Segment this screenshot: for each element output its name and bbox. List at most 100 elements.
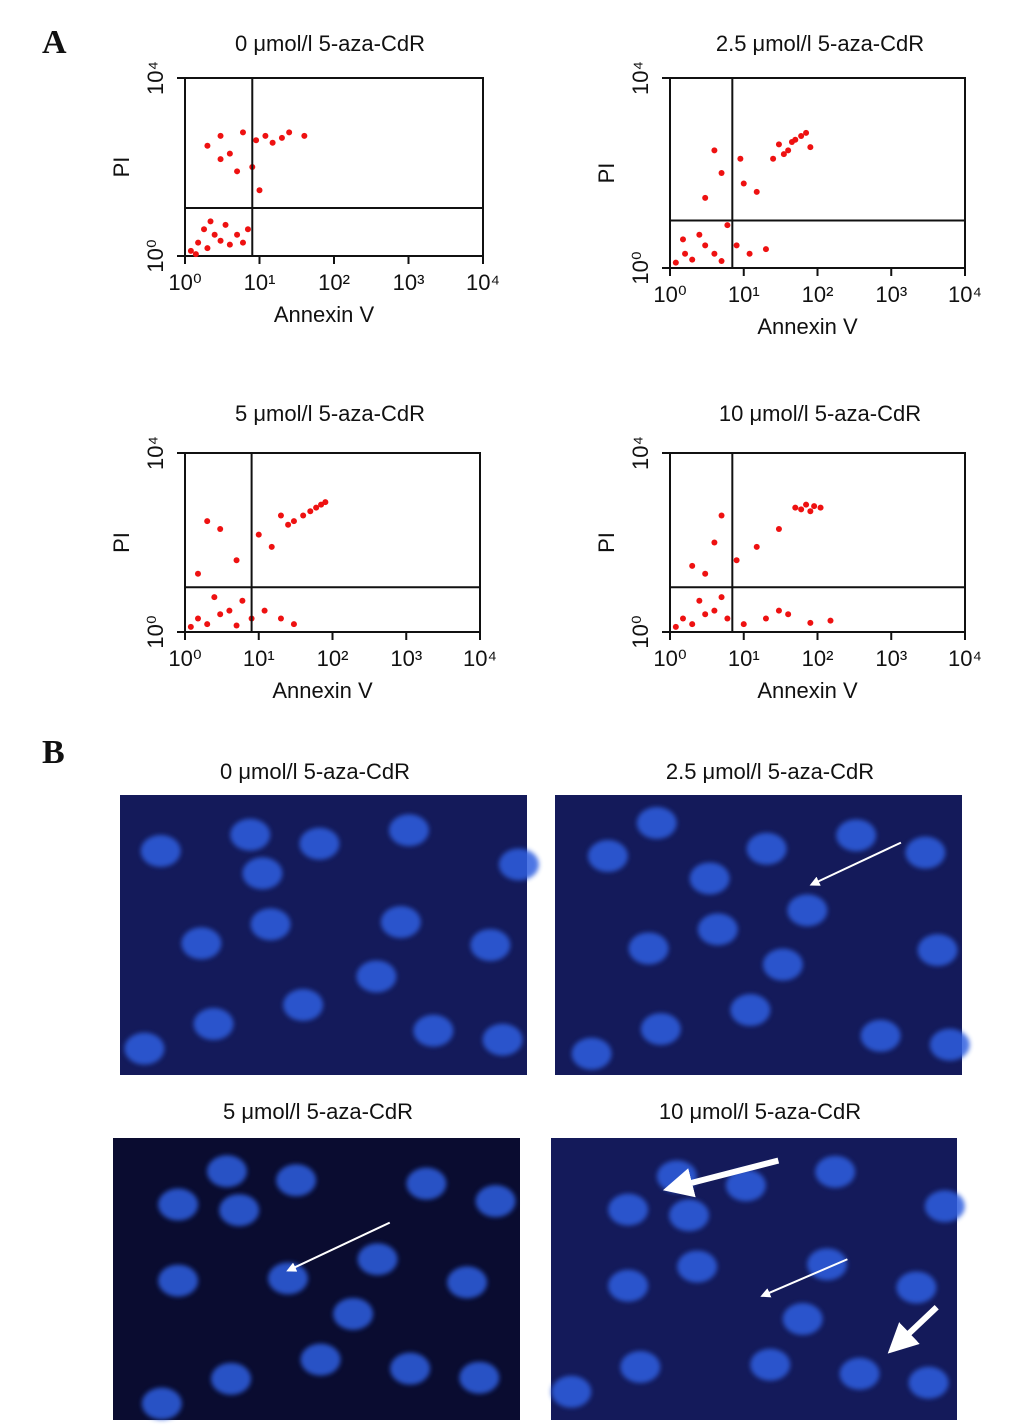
micrograph: 0 μmol/l 5-aza-CdR (120, 759, 539, 1075)
nucleus (860, 1019, 901, 1052)
y-tick-label: 10⁰ (143, 239, 168, 272)
nucleus (299, 827, 340, 860)
event-point (798, 133, 805, 140)
nucleus (140, 835, 181, 867)
event-point (780, 151, 787, 158)
event-point (307, 508, 314, 515)
event-point (718, 170, 725, 176)
event-point (702, 570, 709, 577)
nucleus (141, 1387, 182, 1420)
nucleus (459, 1361, 500, 1394)
x-tick-label: 10⁰ (653, 646, 686, 671)
event-point (269, 139, 276, 146)
nucleus (730, 994, 771, 1027)
event-point (192, 251, 199, 258)
event-point (718, 512, 725, 519)
event-point (290, 518, 297, 525)
event-point (798, 506, 805, 513)
event-point (733, 242, 740, 249)
nucleus (839, 1357, 880, 1390)
nucleus (219, 1194, 260, 1227)
event-point (807, 619, 814, 626)
event-point (672, 259, 679, 266)
event-point (255, 531, 262, 538)
event-point (234, 231, 241, 238)
nucleus (669, 1199, 710, 1232)
nucleus (498, 848, 539, 881)
event-point (211, 231, 218, 238)
nucleus (388, 814, 429, 847)
event-point (285, 521, 292, 528)
plot-frame (184, 452, 481, 633)
event-point (226, 150, 233, 157)
nucleus (475, 1185, 516, 1218)
event-point (207, 218, 214, 225)
nucleus (158, 1188, 199, 1221)
event-point (753, 543, 760, 550)
nucleus (836, 819, 877, 852)
nucleus (908, 1366, 949, 1399)
micrograph: 10 μmol/l 5-aza-CdR (551, 1099, 965, 1420)
x-tick-label: 10² (318, 270, 350, 295)
plot-frame (184, 77, 484, 257)
nucleus (482, 1023, 523, 1056)
chart-title: 0 μmol/l 5-aza-CdR (235, 31, 425, 56)
event-point (256, 187, 263, 194)
nucleus (283, 989, 324, 1021)
arrow (809, 841, 902, 886)
nucleus (750, 1348, 791, 1381)
x-tick-label: 10⁰ (653, 282, 686, 307)
chart-title: 10 μmol/l 5-aza-CdR (719, 401, 921, 426)
event-point (807, 508, 814, 515)
event-point (762, 615, 769, 622)
event-point (679, 236, 686, 243)
event-point (711, 147, 718, 154)
event-point (301, 132, 308, 139)
event-point (253, 137, 260, 144)
nucleus (640, 1013, 681, 1046)
event-point (187, 623, 194, 630)
y-tick-label: 10⁰ (628, 615, 653, 648)
event-point (733, 557, 740, 564)
y-tick-label: 10⁴ (628, 61, 653, 95)
event-point (194, 615, 201, 622)
y-axis-label: PI (109, 157, 134, 178)
event-point (195, 239, 202, 246)
event-point (233, 557, 240, 564)
event-point (217, 132, 224, 139)
arrow (887, 1305, 939, 1354)
event-point (217, 156, 224, 163)
nucleus (447, 1266, 488, 1299)
event-point (233, 622, 240, 629)
event-point (775, 526, 782, 533)
panel-label: B (42, 734, 65, 771)
event-point (792, 504, 799, 511)
x-axis-label: Annexin V (274, 302, 375, 327)
event-point (286, 129, 293, 136)
event-point (775, 141, 782, 148)
nucleus (628, 932, 669, 965)
event-point (737, 155, 744, 162)
nucleus (357, 1243, 398, 1276)
x-tick-label: 10¹ (244, 270, 276, 295)
event-point (217, 611, 224, 618)
plot-frame (669, 77, 966, 269)
x-tick-label: 10⁰ (168, 646, 201, 671)
event-point (817, 504, 824, 511)
event-point (187, 247, 194, 254)
event-point (827, 617, 834, 624)
x-tick-label: 10³ (390, 646, 422, 671)
x-tick-label: 10⁴ (466, 270, 500, 295)
nucleus (807, 1248, 848, 1281)
image-title: 5 μmol/l 5-aza-CdR (223, 1099, 413, 1124)
y-tick-label: 10⁰ (143, 615, 168, 648)
event-point (718, 258, 725, 265)
nucleus (896, 1271, 937, 1304)
y-tick-label: 10⁴ (143, 61, 168, 95)
event-point (318, 501, 325, 508)
event-point (702, 611, 709, 618)
event-point (746, 250, 753, 257)
event-point (239, 129, 246, 136)
y-axis-label: PI (109, 532, 134, 553)
event-point (204, 142, 211, 149)
